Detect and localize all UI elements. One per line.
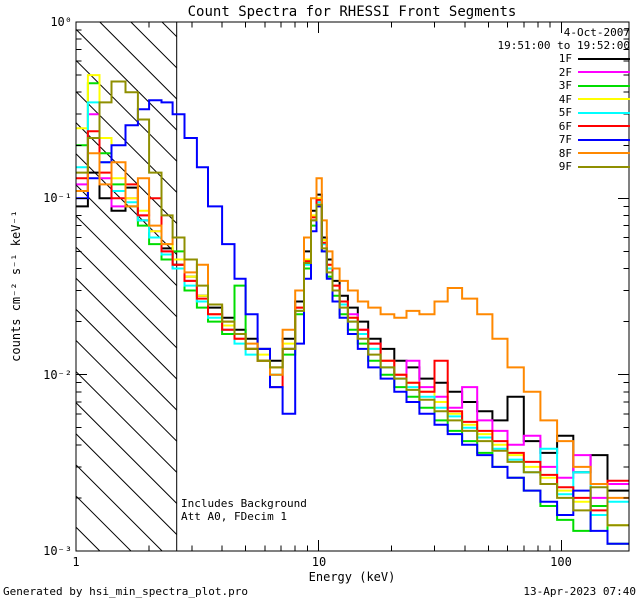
x-tick-label-1: 1 <box>72 555 80 569</box>
legend-color-line-8F <box>578 152 630 155</box>
legend-item-9F: 9F <box>498 160 630 174</box>
observation-time-range: 19:51:00 to 19:52:00 <box>497 39 630 52</box>
page-title: Count Spectra for RHESSI Front Segments <box>187 4 517 20</box>
legend-label-3F: 3F <box>558 79 572 93</box>
generation-timestamp: 13-Apr-2023 07:40 <box>523 585 636 598</box>
y-axis-label: counts cm⁻² s⁻¹ keV⁻¹ <box>9 210 23 362</box>
legend-label-7F: 7F <box>558 133 572 147</box>
excluded-energy-hatch-region <box>76 22 177 551</box>
spectrum-curve-6F <box>76 130 629 512</box>
legend-color-line-3F <box>578 84 630 87</box>
legend-color-line-2F <box>578 71 630 74</box>
legend-items: 1F 2F 3F 4F 5F 6F 7F 8F 9F <box>498 52 630 174</box>
legend-label-8F: 8F <box>558 146 572 160</box>
legend-label-6F: 6F <box>558 119 572 133</box>
y-tick-label-1e-1: 10⁻¹ <box>43 191 72 205</box>
spectrum-curve-9F <box>76 80 629 527</box>
legend-color-line-6F <box>578 125 630 128</box>
note-includes-background: Includes Background <box>181 497 307 510</box>
plot-frame <box>75 21 630 552</box>
spectrum-curve-1F <box>76 171 629 492</box>
y-tick-label-1e-3: 10⁻³ <box>43 544 72 558</box>
legend-color-line-7F <box>578 138 630 141</box>
legend-label-4F: 4F <box>558 92 572 106</box>
generator-credit: Generated by hsi_min_spectra_plot.pro <box>3 585 249 598</box>
legend-item-8F: 8F <box>498 147 630 161</box>
legend-label-1F: 1F <box>558 52 572 66</box>
x-tick-label-100: 100 <box>550 555 572 569</box>
legend-label-9F: 9F <box>558 160 572 174</box>
y-tick-label-1e0: 10⁰ <box>50 15 72 29</box>
legend: 4-Oct-2007 19:51:00 to 19:52:00 1F 2F 3F 4F… <box>498 26 630 174</box>
x-tick-label-10: 10 <box>311 555 327 569</box>
legend-label-5F: 5F <box>558 106 572 120</box>
legend-color-line-5F <box>578 111 630 114</box>
legend-item-7F: 7F <box>498 133 630 147</box>
legend-item-6F: 6F <box>498 120 630 134</box>
legend-label-2F: 2F <box>558 65 572 79</box>
spectrum-curve-8F <box>76 152 629 499</box>
legend-item-2F: 2F <box>498 66 630 80</box>
note-attenuator-state: Att A0, FDecim 1 <box>181 510 287 523</box>
legend-item-4F: 4F <box>498 93 630 107</box>
legend-item-1F: 1F <box>498 52 630 66</box>
legend-item-5F: 5F <box>498 106 630 120</box>
legend-color-line-9F <box>578 165 630 168</box>
legend-item-3F: 3F <box>498 79 630 93</box>
spectrum-curve-7F <box>76 99 629 545</box>
legend-color-line-1F <box>578 57 630 60</box>
legend-color-line-4F <box>578 98 630 101</box>
spectrum-curve-5F <box>76 101 629 516</box>
x-axis-label: Energy (keV) <box>308 570 396 584</box>
plot-notes: Includes Background Att A0, FDecim 1 <box>181 497 307 523</box>
observation-date: 4-Oct-2007 <box>563 26 630 39</box>
y-tick-label-1e-2: 10⁻² <box>43 368 72 382</box>
